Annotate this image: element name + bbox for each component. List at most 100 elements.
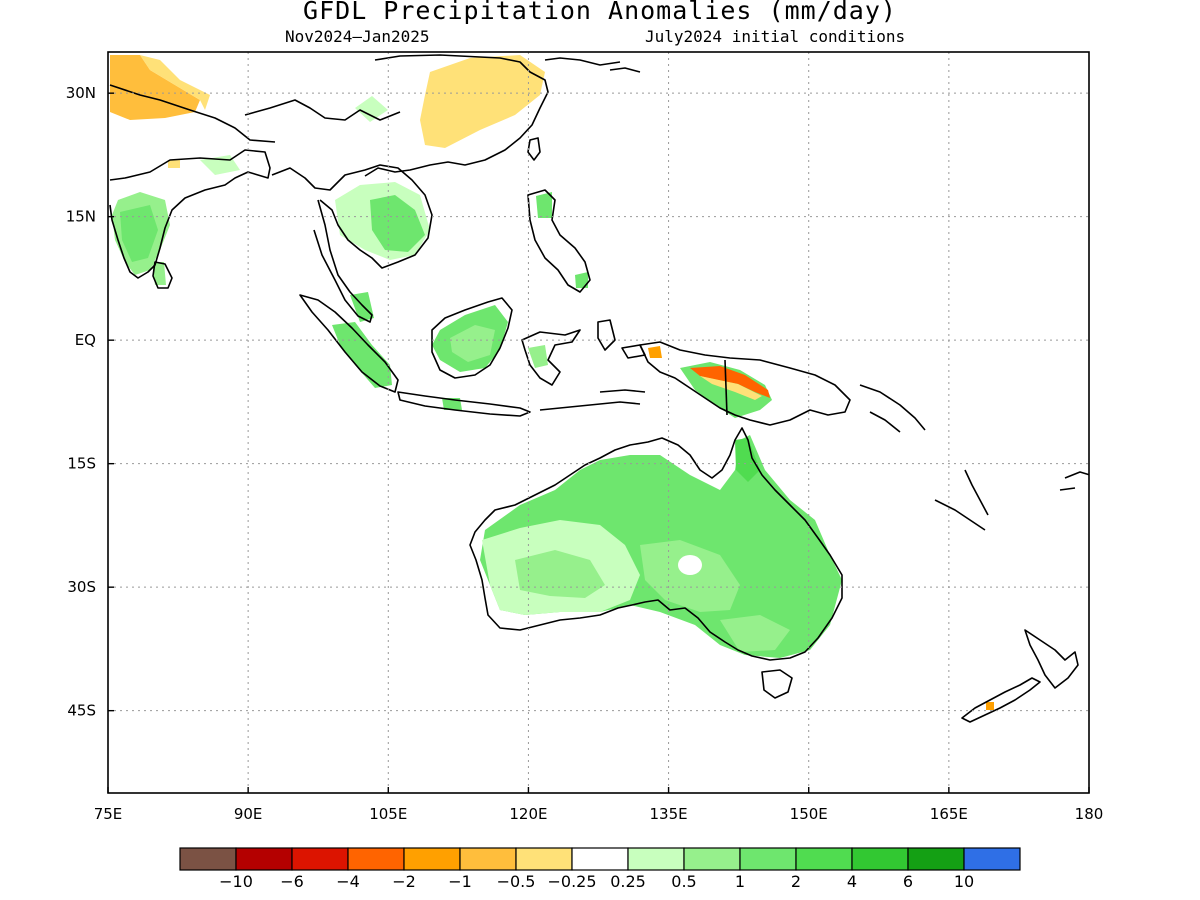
coast-moluccas bbox=[597, 319, 646, 359]
anomaly-wet-australia-north bbox=[735, 438, 760, 482]
map-gridlines bbox=[108, 52, 1089, 793]
coast-sulawesi bbox=[521, 329, 581, 386]
lat-tick-label: EQ bbox=[75, 331, 96, 349]
colorbar-swatch bbox=[851, 847, 909, 871]
coast-indochina bbox=[271, 164, 433, 269]
coast-taiwan bbox=[527, 137, 541, 161]
colorbar-label: 0.5 bbox=[671, 872, 696, 891]
anomaly-wet-china-spot bbox=[355, 96, 388, 122]
colorbar-swatch bbox=[795, 847, 853, 871]
lat-tick-label: 45S bbox=[67, 702, 96, 720]
anomaly-wet-india-core bbox=[120, 205, 158, 262]
lon-tick-label: 105E bbox=[369, 805, 407, 823]
anomaly-dry-newguinea-edge bbox=[700, 376, 762, 400]
colorbar-label: −2 bbox=[392, 872, 416, 891]
colorbar-swatch bbox=[291, 847, 349, 871]
colorbar-swatch bbox=[963, 847, 1021, 871]
forecast-period: Nov2024–Jan2025 bbox=[285, 27, 430, 46]
colorbar-label: −0.25 bbox=[547, 872, 596, 891]
coast-australia bbox=[469, 427, 843, 661]
anomaly-wet-sumatra bbox=[332, 322, 392, 388]
lat-tick-label: 30S bbox=[67, 578, 96, 596]
lon-tick-label: 150E bbox=[790, 805, 828, 823]
coast-tasmania bbox=[761, 669, 793, 699]
colorbar-label: −6 bbox=[280, 872, 304, 891]
anomaly-dry-india-spot bbox=[168, 160, 180, 168]
colorbar-label: 6 bbox=[903, 872, 913, 891]
anomaly-wet-australia-southeast bbox=[720, 615, 790, 652]
lon-tick-label: 165E bbox=[930, 805, 968, 823]
colorbar-swatch bbox=[347, 847, 405, 871]
colorbar: −10 −6 −4 −2 −1 −0.5 −0.25 0.25 0.5 1 2 4 6 10 bbox=[179, 847, 1021, 891]
lat-tick-label: 15N bbox=[66, 208, 96, 226]
coast-philippines bbox=[527, 189, 591, 293]
anomaly-wet-srilanka bbox=[152, 262, 166, 285]
coast-vanuatu bbox=[964, 469, 989, 516]
colorbar-label: −0.5 bbox=[497, 872, 536, 891]
anomaly-wet-indochina-core bbox=[370, 195, 425, 252]
anomaly-dry-vogelkop bbox=[648, 346, 662, 358]
map-frame bbox=[107, 51, 1090, 794]
lon-tick-label: 120E bbox=[509, 805, 547, 823]
colorbar-label: 0.25 bbox=[610, 872, 646, 891]
colorbar-swatch bbox=[571, 847, 629, 871]
coast-china bbox=[364, 54, 549, 177]
lon-tick-label: 75E bbox=[94, 805, 123, 823]
colorbar-swatch bbox=[515, 847, 573, 871]
lat-tick-label: 30N bbox=[66, 84, 96, 102]
colorbar-swatch bbox=[683, 847, 741, 871]
longitude-axis: 75E 90E 105E 120E 135E 150E 165E 180 bbox=[94, 787, 1104, 823]
anomaly-wet-borneo-inner bbox=[450, 325, 495, 362]
anomaly-dry-himalaya-edge bbox=[140, 55, 210, 110]
anomaly-wet-australia-west-mid bbox=[515, 550, 605, 598]
lon-tick-label: 180 bbox=[1075, 805, 1104, 823]
coast-malay-peninsula bbox=[313, 199, 373, 323]
coast-fiji bbox=[1059, 471, 1089, 491]
lon-tick-label: 90E bbox=[234, 805, 263, 823]
anomaly-neutral-australia bbox=[678, 555, 702, 575]
anomaly-dry-himalaya bbox=[110, 55, 200, 120]
colorbar-swatch bbox=[907, 847, 965, 871]
colorbar-label: 10 bbox=[954, 872, 974, 891]
coast-tibet-border bbox=[109, 84, 276, 143]
colorbar-label: 2 bbox=[791, 872, 801, 891]
coast-lesser-sunda bbox=[539, 389, 646, 411]
coast-java bbox=[397, 391, 531, 417]
coast-india bbox=[109, 149, 271, 279]
colorbar-label: −4 bbox=[336, 872, 360, 891]
coast-korea-japan bbox=[544, 57, 641, 73]
coast-newzealand-north bbox=[1024, 629, 1079, 689]
coast-srilanka bbox=[152, 261, 173, 289]
anomaly-wet-sulawesi bbox=[528, 345, 548, 368]
coast-newzealand-south bbox=[961, 677, 1041, 723]
anomaly-wet-philippines bbox=[536, 192, 552, 218]
colorbar-label: −10 bbox=[219, 872, 253, 891]
anomaly-dry-east-china bbox=[420, 55, 545, 148]
anomaly-wet-mindanao bbox=[575, 272, 588, 288]
colorbar-swatch bbox=[403, 847, 461, 871]
anomaly-wet-australia-east bbox=[640, 540, 740, 612]
anomaly-dry-newguinea bbox=[690, 366, 770, 398]
colorbar-label: 4 bbox=[847, 872, 857, 891]
anomaly-dry-newzealand bbox=[986, 702, 994, 710]
lat-tick-label: 15S bbox=[67, 455, 96, 473]
initial-conditions: July2024 initial conditions bbox=[645, 27, 906, 46]
map-title: GFDL Precipitation Anomalies (mm/day) bbox=[303, 0, 897, 25]
coast-newguinea-border bbox=[724, 359, 728, 416]
coast-new-caledonia bbox=[934, 499, 986, 531]
colorbar-swatch bbox=[627, 847, 685, 871]
coast-china-north bbox=[244, 99, 401, 121]
anomaly-shading bbox=[110, 55, 994, 710]
coast-sumatra bbox=[299, 294, 399, 393]
colorbar-swatch bbox=[179, 847, 237, 871]
lon-tick-label: 135E bbox=[650, 805, 688, 823]
colorbar-swatch bbox=[459, 847, 517, 871]
coastlines bbox=[109, 54, 1089, 723]
colorbar-swatch bbox=[739, 847, 797, 871]
coast-solomons bbox=[859, 384, 926, 433]
coast-borneo bbox=[431, 297, 513, 379]
colorbar-label: −1 bbox=[448, 872, 472, 891]
latitude-axis: 30N 15N EQ 15S 30S 45S bbox=[66, 84, 114, 720]
colorbar-label: 1 bbox=[735, 872, 745, 891]
